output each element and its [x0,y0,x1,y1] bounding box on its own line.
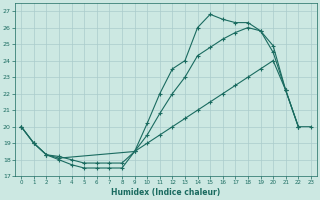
X-axis label: Humidex (Indice chaleur): Humidex (Indice chaleur) [111,188,221,197]
